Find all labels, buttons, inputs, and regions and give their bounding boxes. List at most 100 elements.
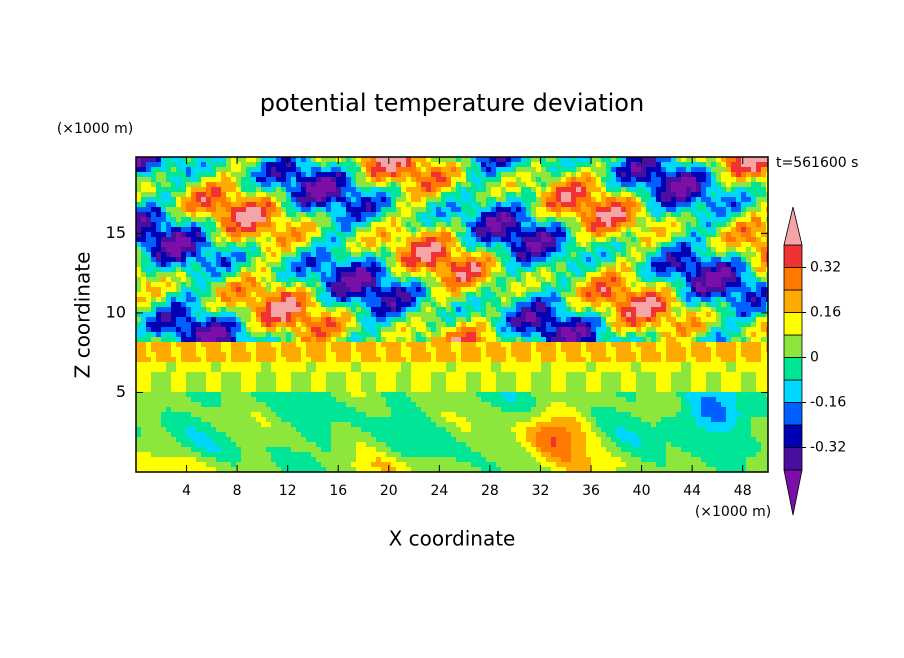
field-cell: [171, 342, 177, 348]
field-cell: [531, 282, 537, 288]
field-cell: [361, 162, 367, 168]
field-cell: [556, 292, 562, 298]
field-cell: [611, 272, 617, 278]
field-cell: [446, 322, 452, 328]
field-cell: [441, 307, 447, 313]
field-cell: [631, 167, 637, 173]
field-cell: [586, 227, 592, 233]
field-cell: [261, 182, 267, 188]
field-cell: [501, 342, 507, 348]
field-cell: [366, 247, 372, 253]
field-cell: [466, 327, 472, 333]
field-cell: [266, 297, 272, 303]
field-cell: [736, 247, 742, 253]
field-cell: [531, 317, 537, 323]
field-cell: [561, 192, 567, 198]
field-cell: [721, 212, 727, 218]
field-cell: [681, 272, 687, 278]
field-cell: [706, 212, 712, 218]
field-cell: [506, 192, 512, 198]
field-cell: [681, 287, 687, 293]
field-cell: [751, 252, 757, 258]
field-cell: [416, 332, 422, 338]
field-cell: [481, 192, 487, 198]
field-cell: [291, 317, 297, 323]
field-cell: [206, 337, 212, 343]
field-cell: [231, 347, 237, 353]
field-cell: [296, 222, 302, 228]
field-cell: [676, 232, 682, 238]
field-cell: [511, 272, 517, 278]
field-cell: [371, 212, 377, 218]
field-cell: [351, 157, 357, 163]
field-cell: [516, 322, 522, 328]
field-cell: [701, 272, 707, 278]
field-cell: [436, 222, 442, 228]
field-cell: [141, 247, 147, 253]
field-cell: [501, 202, 507, 208]
field-cell: [511, 197, 517, 203]
field-cell: [541, 277, 547, 283]
field-cell: [176, 332, 182, 338]
field-cell: [741, 287, 747, 293]
field-cell: [661, 182, 667, 188]
field-cell: [476, 327, 482, 333]
field-cell: [296, 192, 302, 198]
field-cell: [591, 272, 597, 278]
field-cell: [766, 232, 769, 238]
field-cell: [251, 322, 257, 328]
field-cell: [461, 277, 467, 283]
field-cell: [351, 347, 357, 353]
field-cell: [616, 177, 622, 183]
field-cell: [541, 342, 547, 348]
field-cell: [681, 317, 687, 323]
field-cell: [436, 257, 442, 263]
field-cell: [466, 247, 472, 253]
field-cell: [406, 332, 412, 338]
field-cell: [441, 207, 447, 213]
field-cell: [501, 347, 507, 353]
field-cell: [666, 277, 672, 283]
field-cell: [646, 287, 652, 293]
field-cell: [446, 202, 452, 208]
field-cell: [331, 172, 337, 178]
field-cell: [536, 162, 542, 168]
field-cell: [241, 192, 247, 198]
field-cell: [526, 332, 532, 338]
field-cell: [211, 182, 217, 188]
field-cell: [441, 317, 447, 323]
field-cell: [676, 197, 682, 203]
field-cell: [266, 292, 272, 298]
field-cell: [421, 272, 427, 278]
field-cell: [181, 252, 187, 258]
field-cell: [466, 322, 472, 328]
field-cell: [576, 197, 582, 203]
field-cell: [611, 182, 617, 188]
field-cell: [316, 237, 322, 243]
field-cell: [576, 272, 582, 278]
field-cell: [581, 322, 587, 328]
field-cell: [191, 347, 197, 353]
field-cell: [646, 277, 652, 283]
field-cell: [141, 262, 147, 268]
field-cell: [546, 237, 552, 243]
field-cell: [616, 272, 622, 278]
field-cell: [371, 197, 377, 203]
field-cell: [646, 297, 652, 303]
field-cell: [336, 327, 342, 333]
field-cell: [561, 252, 567, 258]
field-cell: [141, 312, 147, 318]
field-cell: [171, 212, 177, 218]
field-cell: [421, 292, 427, 298]
field-cell: [206, 297, 212, 303]
field-cell: [756, 302, 762, 308]
field-cell: [596, 242, 602, 248]
field-cell: [376, 182, 382, 188]
field-cell: [331, 312, 337, 318]
field-cell: [496, 317, 502, 323]
field-cell: [366, 197, 372, 203]
field-cell: [601, 237, 607, 243]
field-cell: [516, 262, 522, 268]
field-cell: [421, 192, 427, 198]
field-cell: [461, 337, 467, 343]
